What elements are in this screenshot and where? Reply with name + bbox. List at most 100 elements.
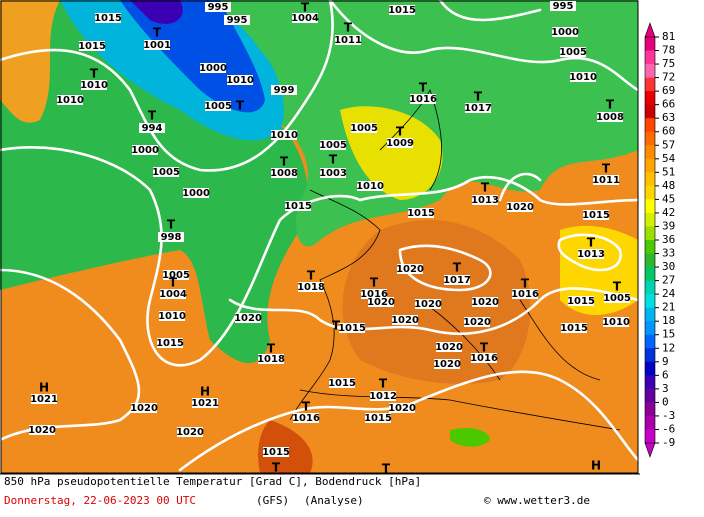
isobar-label: 1005 <box>152 167 180 178</box>
label-box <box>200 63 226 73</box>
isobar-label: 1010 <box>270 130 298 141</box>
label-box <box>263 447 289 457</box>
isobar-label: 1015 <box>388 5 416 16</box>
colorbar-tick-label: 57 <box>662 138 675 151</box>
isobar-label: 1016 <box>409 94 437 105</box>
isobar-label: 1004 <box>159 289 187 300</box>
label-box <box>578 249 604 259</box>
isobar-label: 1015 <box>407 208 435 219</box>
label-box <box>320 168 346 178</box>
map-frame <box>0 0 639 474</box>
pressure-center: T <box>169 276 178 290</box>
colorbar-segment <box>645 415 655 430</box>
label-box <box>471 353 497 363</box>
pressure-center: T <box>167 218 176 232</box>
isobar-label: 1017 <box>464 103 492 114</box>
isobar-label: 1004 <box>291 13 319 24</box>
colorbar-tick-label: -9 <box>662 436 675 449</box>
isobar-label: 995 <box>227 15 248 26</box>
isobar-label: 1015 <box>338 323 366 334</box>
pressure-center: T <box>90 67 99 81</box>
isobar-label: 995 <box>208 2 229 13</box>
coastline <box>289 189 381 421</box>
colorbar-tick-label: 15 <box>662 328 675 341</box>
isobar <box>0 268 141 442</box>
label-box <box>329 378 355 388</box>
colorbar-segment <box>645 334 655 349</box>
footer-model: (GFS) <box>256 494 289 507</box>
colorbar-segment <box>645 158 655 173</box>
isobar-label: 1016 <box>511 289 539 300</box>
label-box <box>365 413 391 423</box>
colorbar-segment <box>645 118 655 133</box>
label-box <box>339 323 365 333</box>
label-box <box>603 317 629 327</box>
isobar-label: 1020 <box>388 403 416 414</box>
colorbar-tick-label: 81 <box>662 30 675 43</box>
colorbar-segment <box>645 226 655 241</box>
label-box <box>389 5 415 15</box>
pressure-center: T <box>474 90 483 104</box>
label-box <box>597 112 623 122</box>
isobar-label: 1009 <box>386 138 414 149</box>
pressure-center: T <box>396 125 405 139</box>
label-box <box>357 181 383 191</box>
pressure-center: T <box>453 261 462 275</box>
isobar-label: 1010 <box>80 80 108 91</box>
label-box <box>408 208 434 218</box>
isobar-label: 1015 <box>262 447 290 458</box>
pressure-center: T <box>419 81 428 95</box>
label-box <box>560 47 586 57</box>
footer-credit: © www.wetter3.de <box>484 494 590 507</box>
colorbar-segment <box>645 91 655 106</box>
label-box <box>320 140 346 150</box>
isobar-label: 999 <box>274 85 295 96</box>
label-box <box>593 175 619 185</box>
label-box <box>81 80 107 90</box>
coastline <box>379 88 442 191</box>
colorbar-tick-label: 12 <box>662 341 675 354</box>
isobar-label: 1008 <box>270 168 298 179</box>
pressure-center: T <box>307 269 316 283</box>
colorbar-tick-label: -6 <box>662 422 675 435</box>
label-box <box>444 275 470 285</box>
label-box <box>434 359 460 369</box>
isobar-label: 1015 <box>582 210 610 221</box>
isobar-label: 1013 <box>577 249 605 260</box>
colorbar-segment <box>645 402 655 417</box>
isobar-label: 1016 <box>292 413 320 424</box>
pressure-center: T <box>267 342 276 356</box>
colorbar-tick-label: 24 <box>662 287 676 300</box>
isobar-label: 1020 <box>506 202 534 213</box>
isobar-label: 998 <box>161 232 182 243</box>
label-box <box>235 313 261 323</box>
isobar-label: 1020 <box>471 297 499 308</box>
isobar-label: 1020 <box>391 315 419 326</box>
label-box <box>192 398 218 408</box>
colorbar-tick-label: 30 <box>662 260 675 273</box>
isobar-label: 1012 <box>369 391 397 402</box>
label-box <box>397 264 423 274</box>
isobar <box>328 0 640 92</box>
colorbar-segment <box>645 361 655 376</box>
colorbar-tick-label: 18 <box>662 314 675 327</box>
colorbar-segment <box>645 321 655 336</box>
cold-core <box>130 0 183 24</box>
label-box <box>163 270 189 280</box>
footer-mode: (Analyse) <box>304 494 364 507</box>
label-box <box>472 297 498 307</box>
colorbar-tick-label: 39 <box>662 219 675 232</box>
colorbar-tick-label: 33 <box>662 247 675 260</box>
hot-region <box>258 420 313 473</box>
label-box <box>160 289 186 299</box>
colorbar-tick-label: 3 <box>662 382 669 395</box>
pressure-center: T <box>606 98 615 112</box>
label-box <box>392 315 418 325</box>
label-box <box>227 75 253 85</box>
colorbar-tick-label: 54 <box>662 152 676 165</box>
colorbar-tick-label: 75 <box>662 57 675 70</box>
label-box <box>465 103 491 113</box>
isobar-label: 1018 <box>297 282 325 293</box>
